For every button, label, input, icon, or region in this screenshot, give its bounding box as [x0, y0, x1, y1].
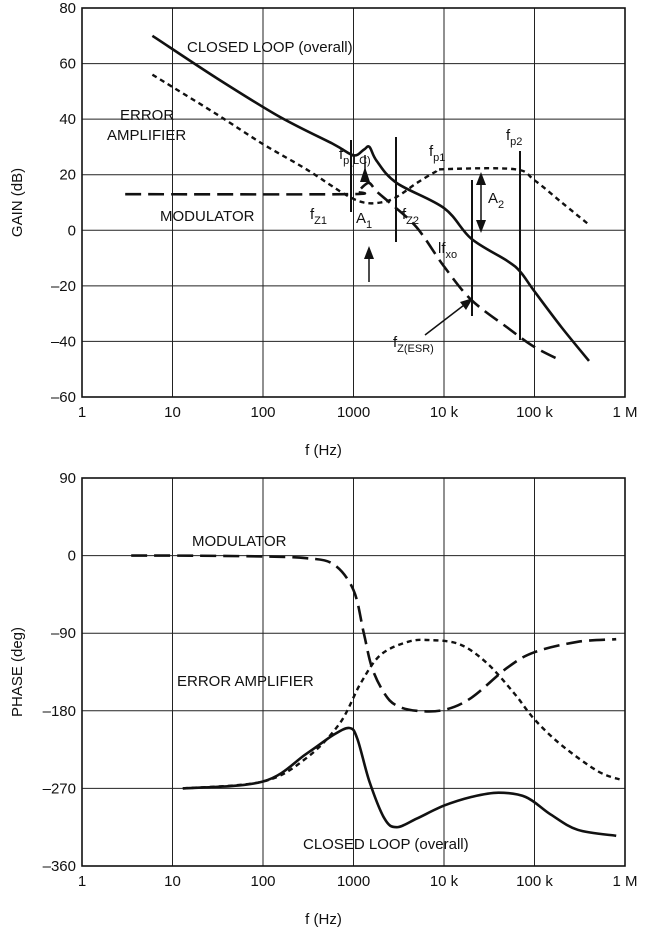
a2-arrow-up-icon	[476, 172, 486, 185]
gain-label-fz2: fZ2	[402, 206, 419, 227]
phase-x-tick-label: 10 k	[430, 873, 459, 890]
phase-x-axis-label: f (Hz)	[305, 911, 342, 928]
phase-x-tick-label: 100	[250, 873, 275, 890]
phase-x-tick-label: 1000	[337, 873, 370, 890]
gain-x-tick-label: 10	[164, 404, 181, 421]
phase-x-tick-label: 1 M	[612, 873, 637, 890]
gain-x-tick-label: 100	[250, 404, 275, 421]
gain-label-fp2: fp2	[506, 127, 522, 148]
gain-label-closed-loop: CLOSED LOOP (overall)	[187, 39, 353, 56]
phase-y-tick-label: –90	[51, 625, 76, 642]
gain-label-modulator: MODULATOR	[160, 208, 255, 225]
gain-label-fp1: fp1	[429, 143, 445, 164]
phase-series-closed-loop-overall	[182, 726, 617, 838]
gain-y-tick-label: 60	[59, 56, 76, 73]
phase-y-tick-label: 0	[68, 548, 76, 565]
fp-lc-arrow-icon	[360, 167, 370, 182]
fz-esr-leader-line	[424, 301, 469, 336]
gain-y-tick-label: 40	[59, 111, 76, 128]
fz-esr-arrow-icon	[460, 298, 473, 310]
phase-plot-frame	[81, 477, 626, 867]
gain-y-tick-label: 0	[68, 222, 76, 239]
a2-arrow-down-icon	[476, 220, 486, 233]
gain-x-axis-label: f (Hz)	[305, 442, 342, 459]
gain-y-axis-label: GAIN (dB)	[9, 168, 26, 237]
gain-series-modulator	[125, 181, 563, 363]
phase-y-tick-label: –180	[43, 703, 76, 720]
gain-x-tick-label: 1	[78, 404, 86, 421]
phase-y-tick-label: –360	[43, 858, 76, 875]
gain-label-fz1: fZ1	[310, 206, 327, 227]
gain-label-fxo: lfxo	[438, 240, 457, 261]
phase-label-modulator: MODULATOR	[192, 533, 287, 550]
gain-y-tick-label: 80	[59, 0, 76, 17]
gain-label-fp-lc: fp(LC)	[339, 146, 371, 167]
gain-y-tick-label: 20	[59, 167, 76, 184]
gain-label-error-amplifier-line1: ERROR	[120, 107, 174, 124]
phase-y-tick-label: –270	[43, 780, 76, 797]
gain-plot-frame	[81, 7, 626, 398]
gain-x-tick-label: 1 M	[612, 404, 637, 421]
phase-label-error-amplifier: ERROR AMPLIFIER	[177, 673, 314, 690]
gain-label-fz-esr: fZ(ESR)	[393, 334, 434, 355]
gain-y-tick-label: –40	[51, 333, 76, 350]
gain-x-tick-label: 100 k	[516, 404, 553, 421]
gain-y-tick-label: –60	[51, 389, 76, 406]
phase-y-tick-label: 90	[59, 470, 76, 487]
phase-series-error-amplifier	[182, 638, 622, 790]
phase-series-modulator	[131, 554, 617, 713]
gain-label-a2: A2	[488, 190, 504, 211]
phase-x-tick-label: 1	[78, 873, 86, 890]
gain-label-a1: A1	[356, 210, 372, 231]
gain-label-error-amplifier-line2: AMPLIFIER	[107, 127, 186, 144]
gain-x-tick-label: 1000	[337, 404, 370, 421]
phase-x-tick-label: 10	[164, 873, 181, 890]
gain-y-tick-label: –20	[51, 278, 76, 295]
phase-y-axis-label: PHASE (deg)	[9, 627, 26, 717]
phase-x-tick-label: 100 k	[516, 873, 553, 890]
phase-label-closed-loop: CLOSED LOOP (overall)	[303, 836, 469, 853]
gain-x-tick-label: 10 k	[430, 404, 459, 421]
a1-arrow-icon	[364, 246, 374, 259]
gain-series-closed-loop-overall	[151, 34, 591, 362]
